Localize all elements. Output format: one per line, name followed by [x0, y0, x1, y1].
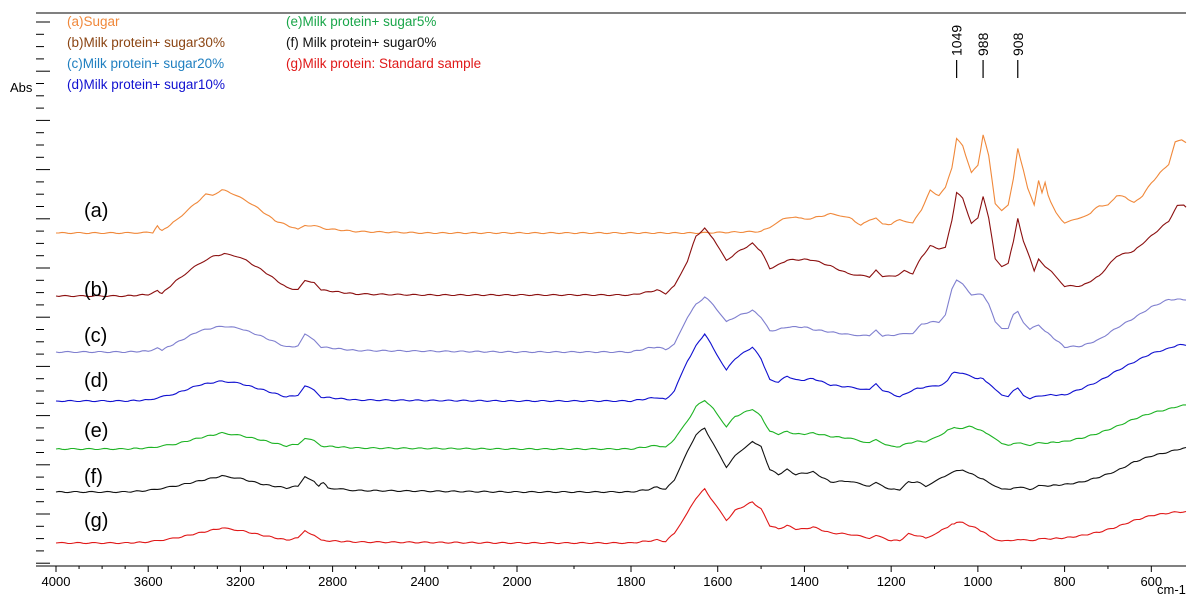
x-tick-label: 3600 — [134, 574, 163, 589]
series-line-d — [55, 333, 1187, 403]
annotation-layer: 1049 988 908 — [949, 25, 1026, 78]
x-tick-label: 1000 — [963, 574, 992, 589]
legend-entry: (d)Milk protein+ sugar10% — [67, 77, 225, 92]
series-line-e — [55, 399, 1186, 451]
series-line-f — [55, 427, 1187, 494]
x-tick-label: 2000 — [503, 574, 532, 589]
series-label-f: (f) — [84, 466, 103, 488]
x-tick-label: 3200 — [226, 574, 255, 589]
x-tick-label: 1800 — [617, 574, 646, 589]
x-tick-label: 1400 — [790, 574, 819, 589]
series-label-g: (g) — [84, 510, 108, 532]
x-unit-label: cm-1 — [1157, 582, 1186, 597]
series-layer — [55, 134, 1187, 545]
series-line-a — [55, 134, 1187, 235]
series-line-g — [55, 487, 1187, 545]
x-tick-label: 2800 — [318, 574, 347, 589]
x-tick-label: 800 — [1054, 574, 1076, 589]
x-tick-label: 2400 — [410, 574, 439, 589]
series-label-c: (c) — [84, 325, 107, 347]
x-tick-label: 4000 — [42, 574, 71, 589]
y-axis-label: Abs — [10, 80, 33, 95]
legend-entry: (e)Milk protein+ sugar5% — [286, 14, 436, 29]
x-tick-label: 1200 — [877, 574, 906, 589]
x-tick-label: 600 — [1140, 574, 1162, 589]
series-label-d: (d) — [84, 370, 108, 392]
series-label-b: (b) — [84, 279, 108, 301]
legend-entry: (c)Milk protein+ sugar20% — [67, 56, 224, 71]
peak-label-908: 908 — [1010, 32, 1026, 56]
legend-layer: (a)Sugar (b)Milk protein+ sugar30% (c)Milk… — [67, 14, 481, 92]
legend-entry: (g)Milk protein: Standard sample — [286, 56, 481, 71]
x-tick-label: 1600 — [703, 574, 732, 589]
legend-entry: (a)Sugar — [67, 14, 120, 29]
peak-label-1049: 1049 — [949, 25, 965, 56]
axes-layer: 4000 3600 3200 2800 2400 2000 1800 1600 1400 1200… — [10, 12, 1186, 597]
series-line-c — [55, 279, 1187, 354]
series-line-b — [55, 191, 1187, 298]
legend-entry: (f) Milk protein+ sugar0% — [286, 35, 436, 50]
series-label-a: (a) — [84, 200, 108, 222]
peak-label-988: 988 — [975, 32, 991, 56]
legend-entry: (b)Milk protein+ sugar30% — [67, 35, 225, 50]
series-label-e: (e) — [84, 420, 108, 442]
labels-layer: (a) (b) (c) (d) (e) (f) (g) — [84, 200, 108, 532]
